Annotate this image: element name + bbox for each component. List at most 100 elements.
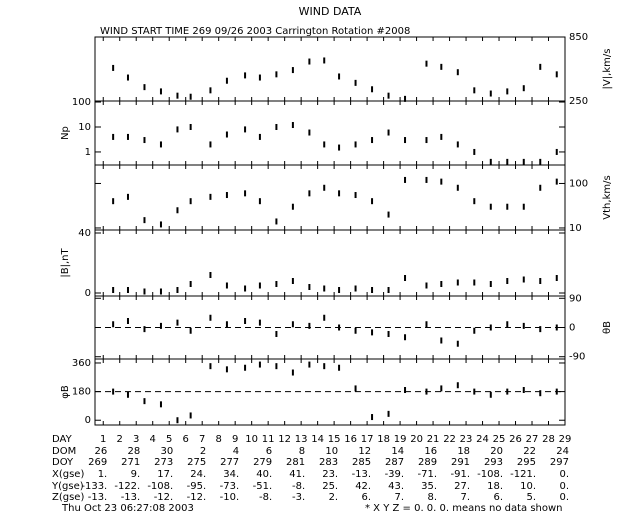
data-point [473, 148, 476, 155]
data-point [323, 141, 326, 148]
cell: 1. [98, 469, 108, 480]
cell: 289 [418, 457, 437, 468]
data-point [275, 218, 278, 225]
y-tick-label: 10 [78, 122, 91, 133]
y-tick-label: 1 [85, 147, 91, 158]
data-point [176, 319, 179, 326]
cell: 22 [523, 446, 536, 457]
data-point [258, 282, 261, 289]
cell: 285 [352, 457, 371, 468]
data-point [159, 322, 162, 329]
data-point [143, 326, 146, 333]
y-axis-label: θB [602, 321, 613, 334]
y-tick-label: 90 [569, 293, 582, 304]
cell: -3. [292, 492, 305, 503]
data-point [159, 401, 162, 408]
data-point [275, 330, 278, 337]
data-point [225, 77, 228, 84]
data-point [225, 366, 228, 373]
cell: 18 [457, 446, 470, 457]
data-point [489, 203, 492, 210]
cell: -13. [88, 492, 108, 503]
row-label: DAY [52, 434, 73, 445]
cell: 283 [319, 457, 338, 468]
data-point [323, 57, 326, 64]
cell: 14 [391, 446, 404, 457]
data-point [291, 67, 294, 74]
panel-frame [94, 164, 566, 231]
data-point [539, 63, 542, 70]
cell: 23 [460, 434, 473, 445]
cell: 6 [266, 446, 272, 457]
data-point [539, 278, 542, 284]
cell: 10 [245, 434, 258, 445]
cell: -95. [187, 481, 207, 492]
data-point [539, 390, 542, 397]
y-axis-label: Vth,km/s [602, 175, 613, 219]
data-point [539, 158, 542, 165]
y-tick-label: -90 [569, 352, 585, 363]
cell: 8 [299, 446, 305, 457]
cell: 269 [88, 457, 107, 468]
data-point [176, 207, 179, 214]
data-point [112, 198, 115, 205]
data-point [126, 318, 129, 325]
data-point [440, 63, 443, 70]
footer-date: Thu Oct 23 06:27:08 2003 [61, 503, 194, 512]
data-point [225, 282, 228, 289]
data-point [371, 329, 374, 336]
cell: 10 [325, 446, 338, 457]
cell: 17. [157, 469, 173, 480]
data-point [489, 158, 492, 165]
data-point [244, 126, 247, 133]
cell: 6. [493, 492, 503, 503]
data-point [404, 176, 407, 183]
row-label: DOM [52, 446, 76, 457]
data-point [112, 321, 115, 328]
cell: -8. [259, 492, 272, 503]
data-point [539, 184, 542, 191]
panel-frame [94, 100, 566, 166]
cell: 10. [520, 481, 536, 492]
cell: 35. [421, 481, 437, 492]
data-point [371, 86, 374, 93]
data-point [555, 71, 558, 78]
data-point [555, 148, 558, 155]
cell: 24 [556, 446, 569, 457]
cell: 19 [394, 434, 407, 445]
cell: -91. [451, 469, 471, 480]
data-point [244, 364, 247, 371]
y-tick-label: 180 [72, 387, 91, 398]
data-point [539, 326, 542, 333]
data-point [126, 133, 129, 140]
cell: 22 [443, 434, 456, 445]
data-point [338, 324, 341, 331]
cell: -122. [114, 481, 140, 492]
y-tick-label: 100 [569, 178, 588, 189]
y-tick-label: 0 [85, 288, 91, 299]
cell: 0. [559, 492, 569, 503]
data-point [275, 71, 278, 78]
data-point [506, 88, 509, 95]
cell: 293 [484, 457, 503, 468]
data-point [354, 79, 357, 86]
y-tick-label: 850 [569, 32, 588, 43]
title: WIND DATA [299, 5, 362, 18]
panel-frame [94, 36, 566, 102]
data-point [143, 137, 146, 144]
data-point [473, 388, 476, 395]
cell: 23. [322, 469, 338, 480]
data-point [371, 198, 374, 205]
data-point [354, 327, 357, 334]
data-point [522, 276, 525, 283]
data-point [440, 178, 443, 185]
cell: -121. [510, 469, 536, 480]
cell: 16 [344, 434, 357, 445]
y-tick-label: 0 [569, 323, 575, 334]
cell: 30 [160, 446, 173, 457]
data-point [489, 90, 492, 97]
cell: 275 [187, 457, 206, 468]
data-point [440, 133, 443, 140]
data-point [371, 137, 374, 144]
data-point [209, 272, 212, 278]
